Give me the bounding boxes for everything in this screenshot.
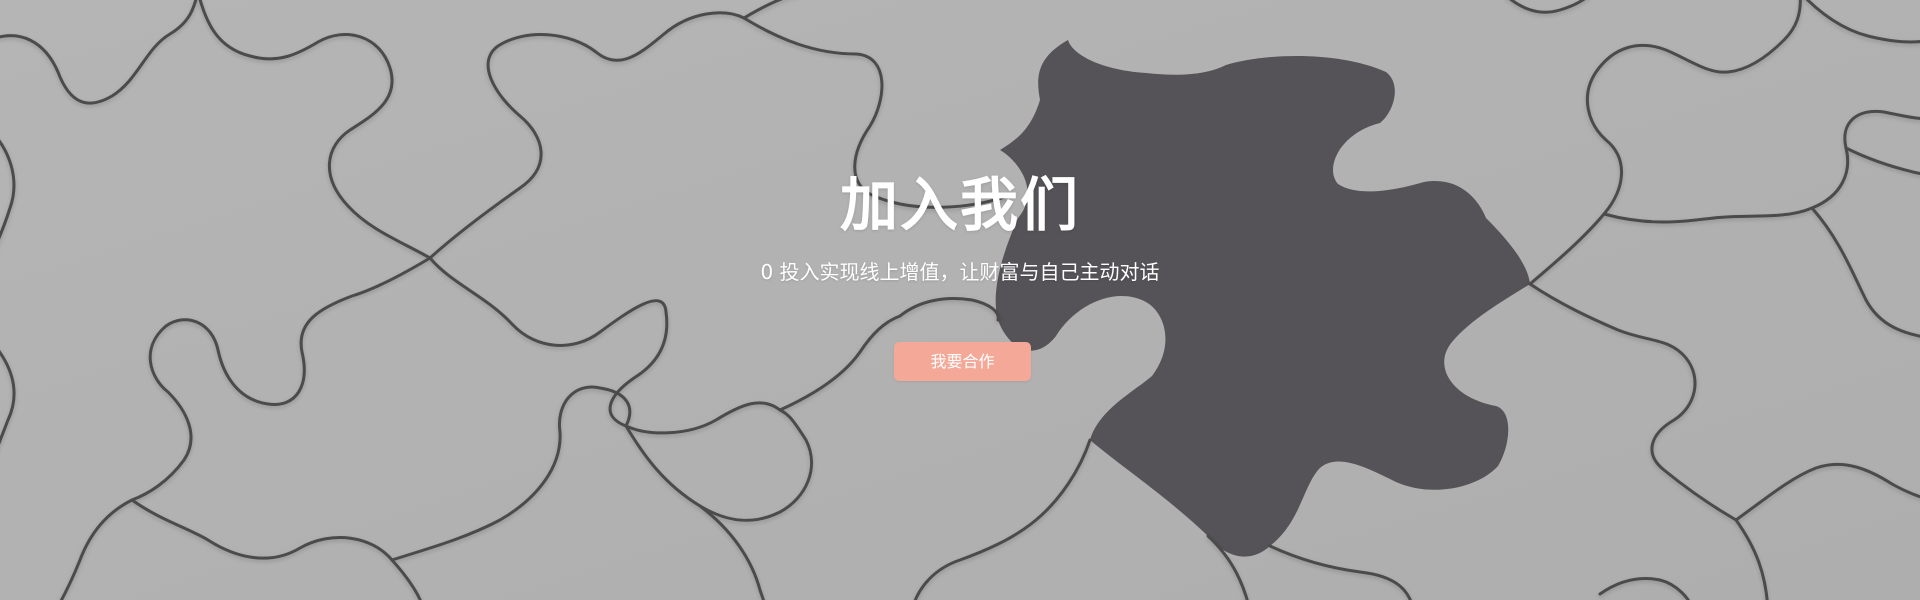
missing-puzzle-hole xyxy=(995,40,1530,557)
cooperate-button[interactable]: 我要合作 xyxy=(894,342,1031,381)
hero-subtitle: 0 投入实现线上增值，让财富与自己主动对话 xyxy=(760,260,1160,284)
hero-title: 加入我们 xyxy=(839,171,1080,239)
